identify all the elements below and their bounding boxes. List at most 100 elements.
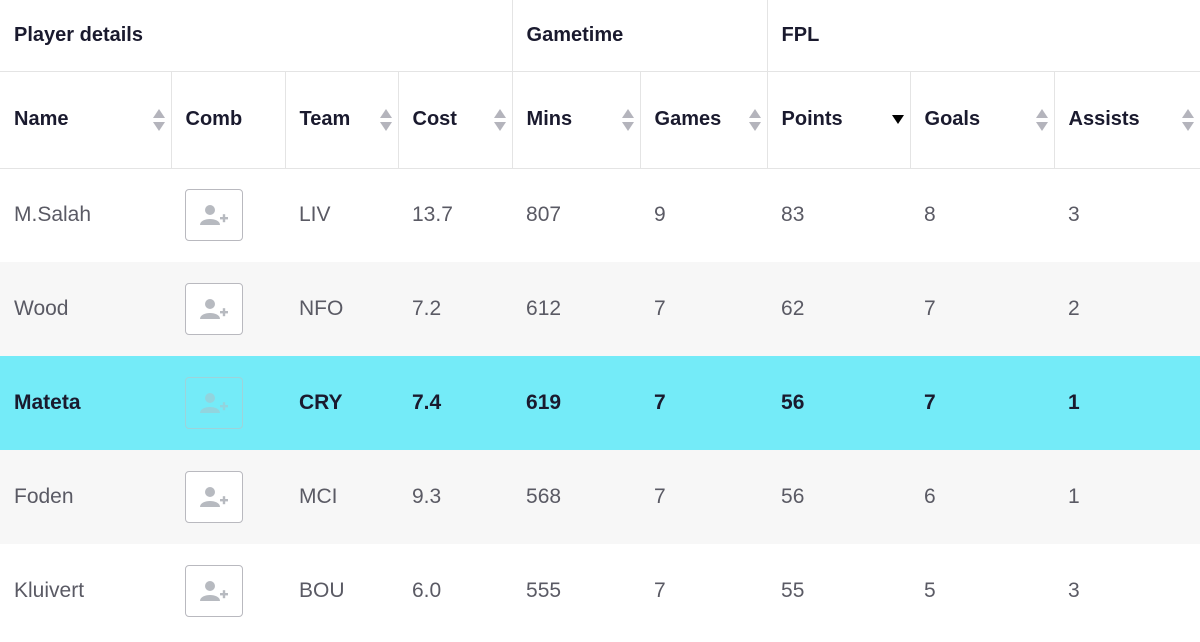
column-header-label: Goals	[924, 108, 981, 130]
add-to-comparison-button[interactable]	[185, 377, 243, 429]
cost-value: 7.2	[412, 297, 442, 320]
add-to-comparison-button[interactable]	[185, 283, 243, 335]
games-value: 7	[654, 297, 666, 320]
player-rows: M.Salah LIV 13.7 807 9 83 8 3 Wood	[0, 168, 1200, 638]
cell-games: 7	[640, 544, 767, 638]
assists-value: 1	[1068, 485, 1080, 508]
cell-mins: 568	[512, 450, 641, 544]
sort-descending-icon[interactable]	[891, 109, 904, 131]
cost-value: 6.0	[412, 579, 442, 602]
sort-icon[interactable]	[748, 108, 761, 131]
cell-cost: 7.2	[398, 262, 513, 356]
cell-mins: 555	[512, 544, 640, 638]
cost-value: 7.4	[412, 391, 442, 414]
team-code: NFO	[299, 297, 344, 320]
column-header-name[interactable]: Name	[0, 71, 172, 169]
cell-goals: 7	[910, 262, 1055, 356]
team-code: CRY	[299, 391, 343, 414]
cell-assists: 2	[1054, 262, 1200, 356]
column-header-games[interactable]: Games	[640, 71, 768, 169]
points-value: 55	[781, 579, 805, 602]
group-player-details: Player details	[0, 0, 513, 72]
player-name: Kluivert	[14, 579, 85, 602]
cell-goals: 6	[910, 450, 1055, 544]
add-user-icon	[200, 487, 228, 507]
cell-goals: 7	[910, 356, 1055, 450]
column-header-assists[interactable]: Assists	[1054, 71, 1200, 169]
goals-value: 6	[924, 485, 936, 508]
add-to-comparison-button[interactable]	[185, 565, 243, 617]
cell-name: Foden	[0, 450, 171, 544]
cell-games: 7	[640, 262, 768, 356]
games-value: 9	[654, 203, 666, 227]
column-header-mins[interactable]: Mins	[512, 71, 641, 169]
column-header-points[interactable]: Points	[767, 71, 911, 169]
add-user-icon	[200, 299, 228, 319]
cell-comb	[171, 356, 285, 450]
cost-value: 9.3	[412, 485, 442, 508]
team-code: LIV	[299, 203, 331, 227]
goals-value: 5	[924, 579, 936, 602]
add-user-icon	[200, 581, 228, 601]
add-to-comparison-button[interactable]	[185, 471, 243, 523]
group-fpl: FPL	[767, 0, 1200, 72]
cell-cost: 7.4	[398, 356, 513, 450]
mins-value: 807	[526, 203, 562, 227]
sort-icon[interactable]	[621, 108, 634, 131]
player-row[interactable]: Wood NFO 7.2 612 7 62 7 2	[0, 262, 1200, 356]
cell-comb	[171, 544, 285, 638]
games-value: 7	[654, 485, 666, 508]
assists-value: 3	[1068, 203, 1080, 227]
player-row[interactable]: M.Salah LIV 13.7 807 9 83 8 3	[0, 168, 1200, 262]
column-header-row: Name Comb Team Cost Mins Games	[0, 71, 1200, 169]
player-row[interactable]: Mateta CRY 7.4 619 7 56 7 1	[0, 356, 1200, 450]
cell-team: LIV	[285, 168, 398, 262]
cell-goals: 5	[910, 544, 1054, 638]
cost-value: 13.7	[412, 203, 453, 227]
goals-value: 7	[924, 391, 936, 414]
player-name: M.Salah	[14, 203, 92, 227]
column-header-label: Points	[781, 108, 843, 130]
points-value: 62	[781, 297, 805, 320]
points-value: 56	[781, 485, 805, 508]
team-code: MCI	[299, 485, 338, 508]
column-header-team[interactable]: Team	[285, 71, 399, 169]
sort-icon[interactable]	[379, 108, 392, 131]
column-header-label: Cost	[412, 108, 457, 130]
add-user-icon	[200, 393, 228, 413]
mins-value: 568	[526, 485, 562, 508]
player-name: Mateta	[14, 391, 81, 414]
column-group-header-row: Player details Gametime FPL	[0, 0, 1200, 72]
mins-value: 555	[526, 579, 562, 602]
cell-games: 7	[640, 356, 768, 450]
column-header-cost[interactable]: Cost	[398, 71, 513, 169]
sort-icon[interactable]	[152, 108, 165, 131]
column-header-goals[interactable]: Goals	[910, 71, 1055, 169]
cell-name: Wood	[0, 262, 171, 356]
sort-icon[interactable]	[1035, 108, 1048, 131]
group-gametime: Gametime	[512, 0, 768, 72]
column-header-label: Comb	[185, 108, 243, 130]
add-to-comparison-button[interactable]	[185, 189, 243, 242]
cell-comb	[171, 168, 285, 262]
cell-name: Mateta	[0, 356, 171, 450]
cell-points: 56	[767, 356, 911, 450]
cell-cost: 9.3	[398, 450, 513, 544]
player-name: Foden	[14, 485, 74, 508]
team-code: BOU	[299, 579, 345, 602]
cell-points: 55	[767, 544, 910, 638]
cell-comb	[171, 262, 285, 356]
sort-icon[interactable]	[1182, 108, 1195, 131]
cell-name: M.Salah	[0, 168, 171, 262]
cell-assists: 1	[1054, 356, 1200, 450]
player-row[interactable]: Kluivert BOU 6.0 555 7 55 5 3	[0, 544, 1200, 638]
cell-cost: 6.0	[398, 544, 512, 638]
column-header-label: Games	[654, 108, 722, 130]
cell-team: CRY	[285, 356, 398, 450]
column-header-label: Mins	[526, 108, 573, 130]
sort-icon[interactable]	[493, 108, 506, 131]
player-row[interactable]: Foden MCI 9.3 568 7 56 6 1	[0, 450, 1200, 544]
cell-games: 9	[640, 168, 767, 262]
player-name: Wood	[14, 297, 69, 320]
